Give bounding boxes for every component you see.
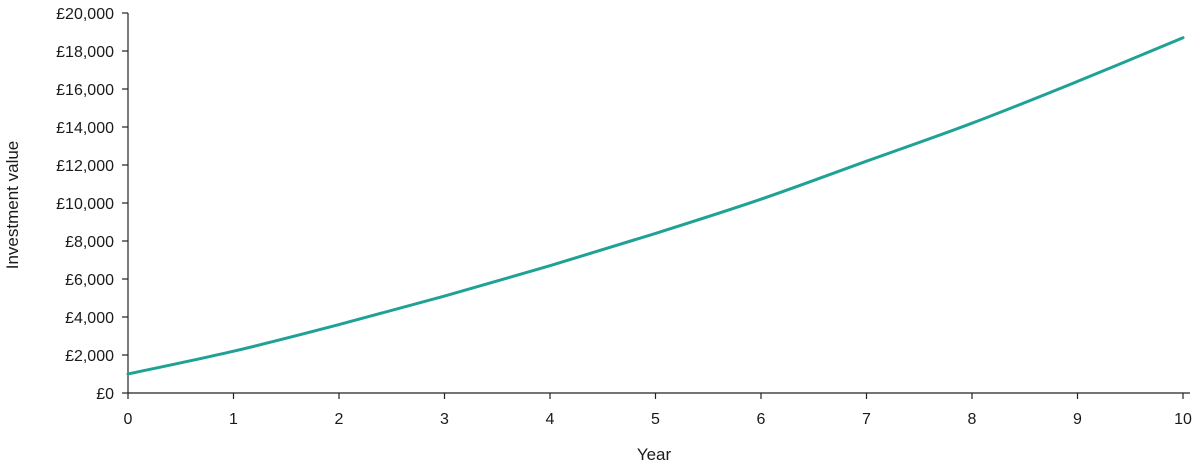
series-line-0 xyxy=(126,36,1185,376)
series-group xyxy=(126,36,1185,376)
y-tick-label: £10,000 xyxy=(56,196,114,213)
y-tick-label: £2,000 xyxy=(65,348,114,365)
x-tick-label: 4 xyxy=(546,411,555,428)
y-axis-ticks: £0 £2,000 £4,000 £6,000 £8,000 £10,000 £12,000… xyxy=(56,6,128,403)
x-axis-ticks: 0 1 2 3 4 5 6 7 8 9 10 xyxy=(124,393,1192,428)
y-tick-label: £0 xyxy=(96,386,114,403)
x-tick-label: 6 xyxy=(757,411,766,428)
y-tick-label: £14,000 xyxy=(56,120,114,137)
y-tick-label: £18,000 xyxy=(56,44,114,61)
y-tick-label: £6,000 xyxy=(65,272,114,289)
x-tick-label: 9 xyxy=(1073,411,1082,428)
x-axis-title: Year xyxy=(637,445,672,464)
y-tick-label: £20,000 xyxy=(56,6,114,23)
x-tick-label: 0 xyxy=(124,411,133,428)
y-tick-label: £8,000 xyxy=(65,234,114,251)
x-tick-label: 7 xyxy=(862,411,871,428)
x-tick-label: 2 xyxy=(335,411,344,428)
x-tick-label: 5 xyxy=(651,411,660,428)
x-tick-label: 1 xyxy=(229,411,238,428)
y-tick-label: £12,000 xyxy=(56,158,114,175)
x-tick-label: 3 xyxy=(440,411,449,428)
y-tick-label: £4,000 xyxy=(65,310,114,327)
y-axis-title: Investment value xyxy=(3,141,22,270)
x-tick-label: 10 xyxy=(1174,411,1192,428)
y-tick-label: £16,000 xyxy=(56,82,114,99)
x-tick-label: 8 xyxy=(968,411,977,428)
